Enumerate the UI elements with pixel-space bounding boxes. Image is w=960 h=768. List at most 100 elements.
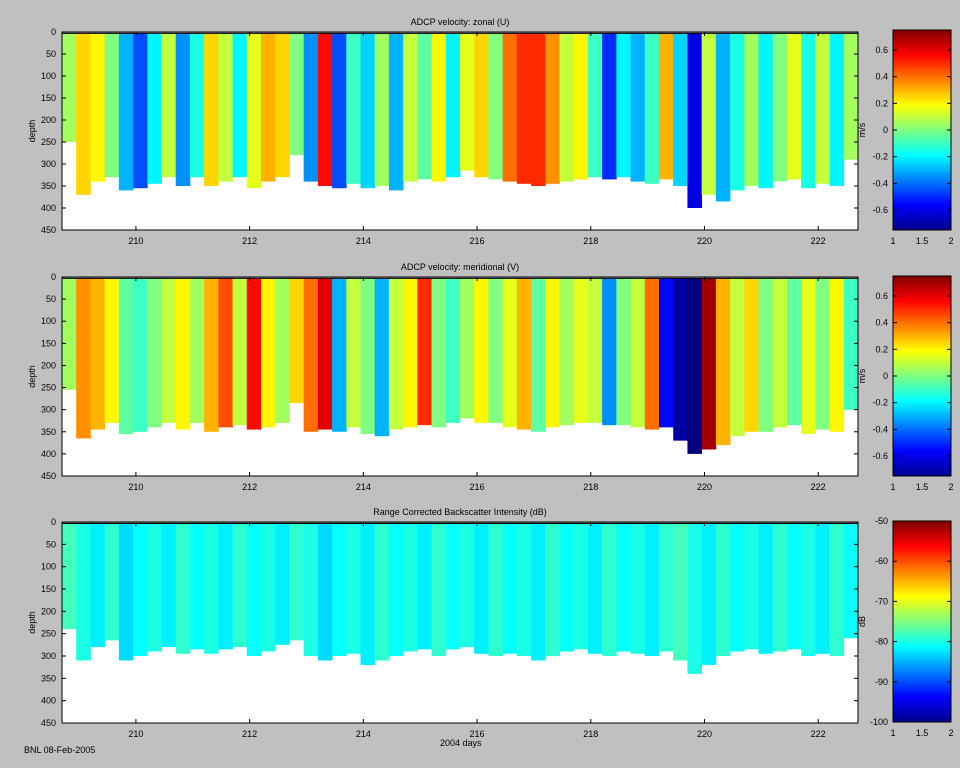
profile-cell bbox=[275, 33, 290, 178]
profile-cell bbox=[843, 33, 859, 160]
profile-cell bbox=[218, 33, 233, 182]
y-tick-label: 50 bbox=[46, 539, 56, 549]
y-tick-label: 300 bbox=[41, 651, 56, 661]
profile-cell bbox=[801, 278, 816, 434]
y-tick-label: 50 bbox=[46, 294, 56, 304]
profile-cell bbox=[843, 278, 859, 410]
y-tick-label: 150 bbox=[41, 584, 56, 594]
profile-columns bbox=[62, 523, 859, 674]
profile-cell bbox=[659, 278, 674, 428]
colorbar-tick-label: 0 bbox=[883, 125, 888, 135]
profile-cell bbox=[474, 523, 489, 654]
profile-cell bbox=[843, 523, 859, 639]
profile-cell bbox=[531, 33, 546, 186]
profile-cell bbox=[104, 33, 120, 178]
profile-cell bbox=[687, 523, 703, 674]
profile-cell bbox=[218, 278, 233, 428]
x-tick-label: 218 bbox=[583, 236, 598, 246]
profile-cell bbox=[772, 523, 788, 652]
profile-cell bbox=[218, 523, 233, 650]
profile-cell bbox=[630, 33, 646, 182]
figure-credit: BNL 08-Feb-2005 bbox=[24, 745, 96, 755]
y-tick-label: 450 bbox=[41, 718, 56, 728]
profile-cell bbox=[161, 33, 177, 178]
profile-cell bbox=[460, 278, 475, 419]
plot-frame bbox=[61, 276, 859, 477]
profile-cell bbox=[317, 278, 333, 430]
y-tick-label: 0 bbox=[51, 27, 56, 37]
x-tick-label: 214 bbox=[356, 729, 371, 739]
profile-cell bbox=[76, 278, 91, 439]
x-tick-label: 216 bbox=[470, 482, 485, 492]
profile-cell bbox=[573, 523, 589, 650]
colorbar-tick-label: -0.2 bbox=[872, 398, 888, 408]
y-axis-label: depth bbox=[27, 365, 37, 388]
profile-cell bbox=[587, 278, 603, 423]
profile-cell bbox=[559, 33, 575, 182]
profile-cell bbox=[431, 33, 447, 182]
x-tick-label: 218 bbox=[583, 482, 598, 492]
colorbar: 0.6 0.4 0.2 0 -0.2 -0.4 -0.6 1 1.5 2 m/s bbox=[857, 29, 954, 246]
profile-cell bbox=[62, 33, 77, 142]
profile-cell bbox=[730, 523, 745, 652]
profile-cell bbox=[587, 33, 603, 178]
profile-cell bbox=[360, 278, 376, 434]
y-tick-label: 350 bbox=[41, 181, 56, 191]
colorbar-tick-label: -0.4 bbox=[872, 178, 888, 188]
profile-cell bbox=[232, 33, 248, 178]
profile-cell bbox=[417, 523, 432, 650]
profile-cell bbox=[189, 33, 205, 178]
x-tick-label: 212 bbox=[242, 482, 257, 492]
profile-cell bbox=[616, 278, 631, 426]
colorbar-tick-label: 0.4 bbox=[875, 318, 888, 328]
profile-cell bbox=[417, 33, 432, 180]
profile-cell bbox=[62, 278, 77, 390]
y-tick-label: 200 bbox=[41, 115, 56, 125]
colorbar-tick-label: -0.4 bbox=[872, 424, 888, 434]
profile-cell bbox=[90, 33, 106, 182]
profile-cell bbox=[815, 278, 830, 430]
profile-cell bbox=[189, 523, 205, 650]
profile-cell bbox=[275, 278, 290, 423]
profile-cell bbox=[701, 33, 717, 195]
chart-title: Range Corrected Backscatter Intensity (d… bbox=[373, 507, 547, 517]
profile-cell bbox=[62, 523, 77, 630]
profile-cell bbox=[673, 523, 688, 661]
profile-cell bbox=[687, 278, 703, 454]
profile-cell bbox=[801, 523, 816, 656]
colorbar-x-tick-label: 2 bbox=[948, 728, 953, 738]
y-tick-label: 100 bbox=[41, 562, 56, 572]
profile-cell bbox=[289, 523, 305, 641]
profile-cell bbox=[360, 33, 376, 189]
colorbar-tick-label: -0.6 bbox=[872, 205, 888, 215]
profile-cell bbox=[360, 523, 376, 665]
profile-cell bbox=[516, 33, 532, 184]
profile-cell bbox=[559, 523, 575, 652]
profile-cell bbox=[133, 278, 148, 432]
profile-cell bbox=[246, 278, 262, 430]
profile-cell bbox=[332, 278, 347, 432]
profile-cell bbox=[758, 523, 774, 654]
x-tick-label: 212 bbox=[242, 729, 257, 739]
colorbar-tick-label: 0.2 bbox=[875, 344, 888, 354]
profile-cell bbox=[175, 523, 191, 654]
colorbar-x-tick-label: 1 bbox=[890, 236, 895, 246]
x-tick-label: 220 bbox=[697, 482, 712, 492]
colorbar-x-tick-label: 1.5 bbox=[916, 728, 929, 738]
profile-cell bbox=[204, 33, 219, 186]
y-tick-label: 100 bbox=[41, 71, 56, 81]
profile-cell bbox=[801, 33, 816, 189]
y-tick-label: 100 bbox=[41, 316, 56, 326]
y-tick-label: 300 bbox=[41, 159, 56, 169]
x-tick-label: 216 bbox=[470, 729, 485, 739]
profile-cell bbox=[445, 523, 461, 650]
profile-cell bbox=[715, 278, 731, 446]
colorbar-tick-label: -100 bbox=[870, 717, 888, 727]
y-tick-label: 450 bbox=[41, 225, 56, 235]
chart-title: ADCP velocity: meridional (V) bbox=[401, 262, 519, 272]
profile-cell bbox=[147, 33, 162, 184]
profile-cell bbox=[815, 33, 830, 184]
profile-cell bbox=[786, 33, 802, 180]
profile-cell bbox=[488, 278, 504, 423]
